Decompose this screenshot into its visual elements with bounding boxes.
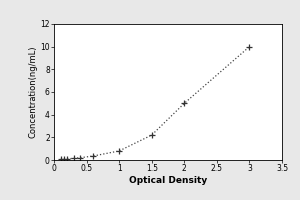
X-axis label: Optical Density: Optical Density <box>129 176 207 185</box>
Y-axis label: Concentration(ng/mL): Concentration(ng/mL) <box>28 46 38 138</box>
